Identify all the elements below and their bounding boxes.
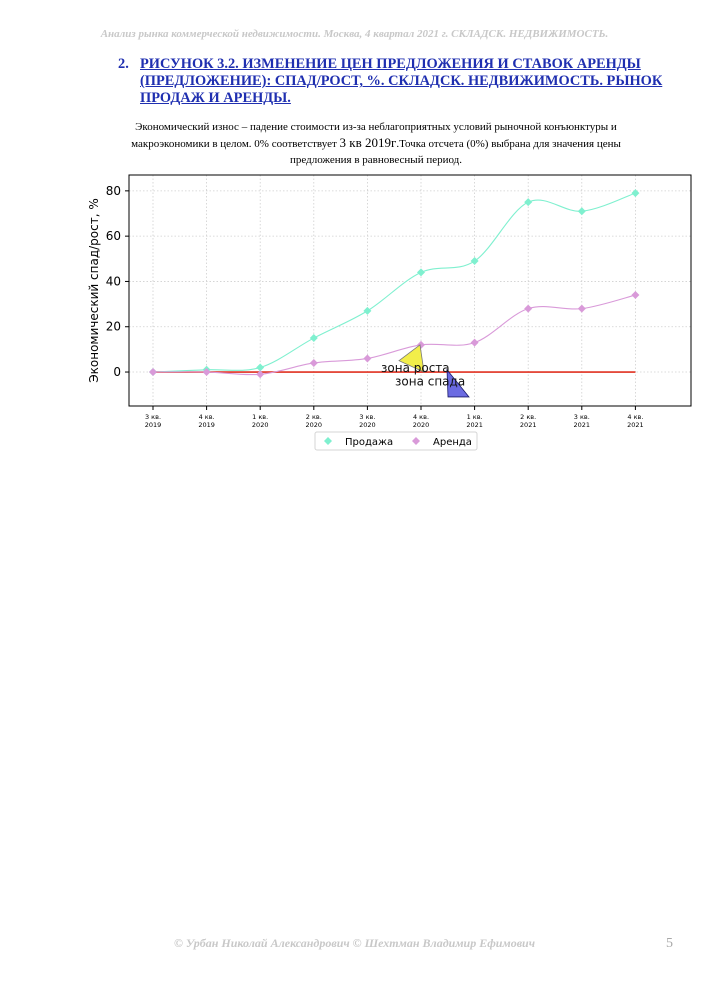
series-2-marker <box>149 368 157 377</box>
x-tick-label: 2 кв. 2021 <box>520 413 537 429</box>
legend-box <box>314 431 478 451</box>
series-1-line <box>152 192 636 373</box>
y-tick-label: 0 <box>113 365 121 379</box>
series-2-marker <box>309 358 318 367</box>
series-1-marker <box>470 257 479 266</box>
growth-zone-marker <box>398 344 425 373</box>
y-tick-label: 20 <box>106 320 121 334</box>
x-tick-label: 2 кв. 2020 <box>306 413 323 429</box>
growth-zone-label: зона роста <box>381 361 450 375</box>
page-header: Анализ рынка коммерческой недвижимости. … <box>100 28 609 40</box>
y-tick-label: 60 <box>106 229 121 243</box>
x-tick-label: 3 кв. 2019 <box>145 413 162 429</box>
x-tick-label: 4 кв. 2020 <box>413 413 430 429</box>
y-tick-label: 40 <box>106 274 121 288</box>
decline-zone-label: зона спада <box>395 374 465 388</box>
series-1-marker <box>309 334 318 343</box>
figure-number: 2. <box>118 56 129 72</box>
series-2-marker <box>202 368 211 377</box>
series-1-marker <box>363 306 372 315</box>
series-1-marker <box>524 198 533 207</box>
plot-frame <box>128 174 692 407</box>
series-1-marker <box>631 189 640 198</box>
x-tick-label: 4 кв. 2021 <box>627 413 644 429</box>
legend-marker <box>324 437 332 445</box>
series-1-marker <box>256 363 265 372</box>
x-tick-label: 4 кв. 2019 <box>198 413 215 429</box>
series-2-marker <box>363 354 372 363</box>
series-1-marker <box>577 207 586 216</box>
y-axis: 0 20 40 60 80 <box>106 184 129 379</box>
figure-heading: 2. РИСУНОК 3.2. ИЗМЕНЕНИЕ ЦЕН ПРЕДЛОЖЕНИ… <box>118 56 678 107</box>
series-2-marker <box>631 291 640 300</box>
figure-title: РИСУНОК 3.2. ИЗМЕНЕНИЕ ЦЕН ПРЕДЛОЖЕНИЯ И… <box>140 56 663 106</box>
x-tick-label: 3 кв. 2020 <box>359 413 376 429</box>
x-axis: 3 кв. 2019 4 кв. 2019 1 кв. 2020 2 кв. 2020 3 кв… <box>145 406 644 429</box>
series <box>149 189 640 379</box>
annotations: зона роста зона спада <box>381 344 470 398</box>
decline-zone-marker <box>446 368 470 398</box>
x-tick-label: 3 кв. 2021 <box>574 413 591 429</box>
series-2-marker <box>470 338 479 347</box>
y-axis-label: Экономический спад/рост, % <box>87 198 101 382</box>
series-2-marker <box>524 304 533 313</box>
description-part1: Экономический износ – падение стоимости … <box>131 121 617 150</box>
chart: зона роста зона спада 0 20 40 60 80 3 кв. 201… <box>80 168 700 458</box>
y-tick-label: 80 <box>106 184 121 198</box>
legend-label: Продажа <box>345 437 393 448</box>
series-1-marker <box>417 268 425 277</box>
series-2-line <box>152 294 636 376</box>
page-footer: © Урбан Николай Александрович © Шехтман … <box>173 936 536 950</box>
series-2-marker <box>256 370 265 379</box>
description-emphasis: 3 кв 2019г <box>339 135 397 150</box>
legend-label: Аренда <box>433 437 472 448</box>
description-part2: .Точка отсчета (0%) выбрана для значения… <box>289 138 621 166</box>
figure-description: Экономический износ – падение стоимости … <box>100 119 652 168</box>
legend: Продажа Аренда <box>314 431 478 451</box>
page-number: 5 <box>666 936 673 951</box>
x-tick-label: 1 кв. 2021 <box>466 413 483 429</box>
chart-svg: зона роста зона спада 0 20 40 60 80 3 кв. 201… <box>87 174 692 451</box>
series-2-marker <box>577 304 586 313</box>
x-tick-label: 1 кв. 2020 <box>252 413 269 429</box>
legend-marker <box>412 437 420 445</box>
